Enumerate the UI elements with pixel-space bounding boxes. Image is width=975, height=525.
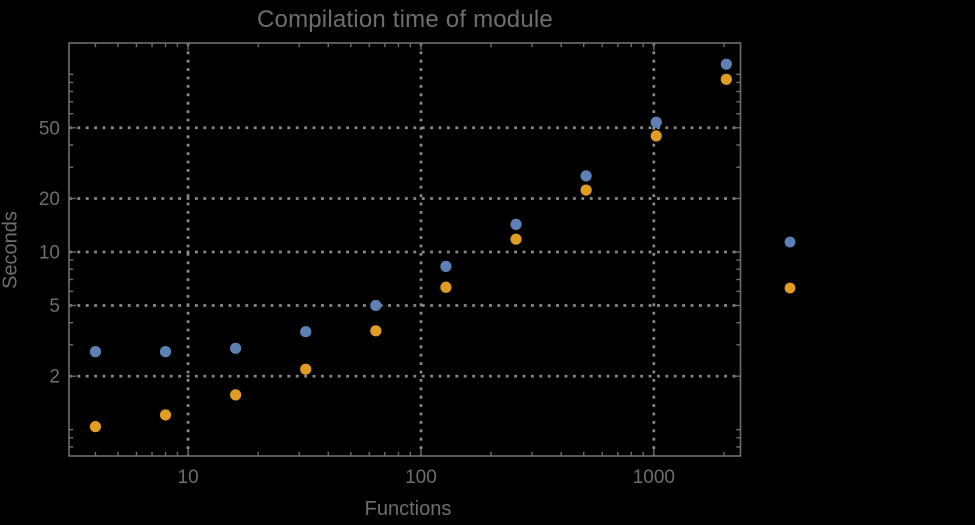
data-point-series-1 bbox=[300, 326, 312, 338]
x-tick-label: 10 bbox=[178, 467, 199, 488]
data-point-series-2 bbox=[510, 233, 522, 245]
data-point-series-2 bbox=[230, 389, 242, 401]
x-axis-label: Functions bbox=[364, 498, 452, 520]
chart-title: Compilation time of module bbox=[256, 6, 553, 33]
data-point-series-2 bbox=[720, 73, 732, 85]
data-point-series-1 bbox=[89, 346, 102, 358]
data-point-series-2 bbox=[89, 421, 102, 433]
data-point-series-1 bbox=[650, 116, 662, 128]
y-tick-label: 20 bbox=[39, 189, 60, 210]
data-point-series-1 bbox=[510, 218, 522, 230]
x-tick-label: 1000 bbox=[633, 467, 675, 488]
legend-marker-series-1 bbox=[784, 236, 796, 248]
y-tick-label: 2 bbox=[49, 367, 60, 388]
data-point-series-2 bbox=[650, 130, 662, 142]
data-point-series-1 bbox=[580, 170, 592, 182]
data-point-series-1 bbox=[720, 58, 732, 70]
x-tick-label: 100 bbox=[405, 467, 437, 488]
data-point-series-1 bbox=[370, 299, 382, 312]
data-point-series-2 bbox=[440, 281, 452, 293]
legend-marker-series-2 bbox=[784, 282, 796, 294]
data-point-series-2 bbox=[159, 409, 172, 421]
y-tick-label: 50 bbox=[39, 118, 60, 139]
y-tick-label: 5 bbox=[49, 296, 60, 317]
data-point-series-1 bbox=[159, 346, 172, 358]
data-point-series-2 bbox=[580, 184, 592, 196]
data-point-series-1 bbox=[230, 342, 242, 354]
data-point-series-2 bbox=[370, 325, 382, 337]
data-point-series-1 bbox=[440, 260, 452, 272]
data-point-series-2 bbox=[300, 363, 312, 375]
plot-frame bbox=[68, 42, 742, 457]
y-tick-label: 10 bbox=[39, 242, 60, 263]
